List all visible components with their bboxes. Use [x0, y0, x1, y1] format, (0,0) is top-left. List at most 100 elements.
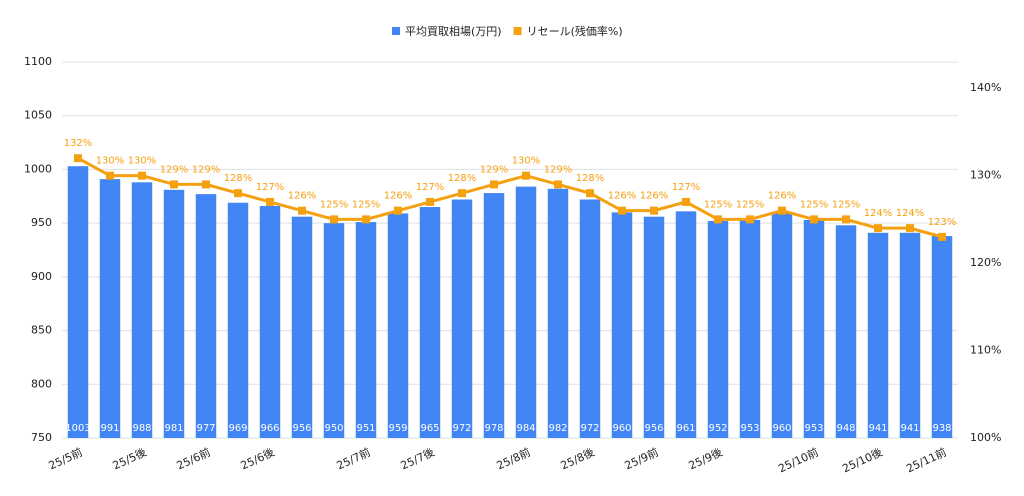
line-value-label: 126% — [608, 191, 637, 202]
bar — [451, 199, 473, 438]
bar — [163, 189, 185, 438]
line-value-label: 124% — [896, 208, 925, 219]
bar — [611, 212, 633, 438]
x-tick-label: 25/8前 — [494, 445, 532, 473]
line-marker — [874, 224, 882, 233]
bar — [899, 232, 921, 438]
y-tick-label: 1100 — [24, 55, 52, 68]
line-marker — [554, 180, 562, 189]
y-tick-label: 900 — [31, 270, 52, 283]
bar — [771, 212, 793, 438]
bar-value-label: 960 — [772, 423, 791, 434]
line-marker — [202, 180, 210, 189]
x-tick-label: 25/6前 — [174, 445, 212, 473]
x-tick-label: 25/11前 — [904, 445, 949, 476]
x-tick-label: 25/7後 — [398, 445, 436, 473]
bar-value-label: 941 — [868, 423, 887, 434]
bar — [131, 182, 153, 438]
line-marker — [426, 197, 434, 206]
line-value-label: 127% — [672, 182, 701, 193]
bar-value-label: 977 — [196, 423, 215, 434]
x-tick-label: 25/9前 — [622, 445, 660, 473]
line-marker — [394, 206, 402, 215]
line-marker — [778, 206, 786, 215]
bar — [227, 202, 249, 438]
line-value-label: 128% — [576, 173, 605, 184]
line-value-label: 132% — [64, 138, 93, 149]
y2-tick-label: 140% — [970, 81, 1001, 94]
y-tick-label: 1050 — [24, 109, 52, 122]
bar-value-label: 953 — [740, 423, 759, 434]
line-value-label: 130% — [96, 156, 125, 167]
line-value-label: 127% — [256, 182, 285, 193]
line-value-label: 125% — [800, 199, 829, 210]
legend-label: リセール(残価率%) — [527, 24, 623, 38]
bar — [515, 186, 537, 438]
y2-tick-label: 130% — [970, 169, 1001, 182]
line-value-label: 125% — [320, 199, 349, 210]
bar — [739, 219, 761, 438]
line-marker — [106, 171, 114, 180]
line-marker — [74, 154, 82, 163]
line-value-label: 129% — [544, 164, 573, 175]
line-value-label: 130% — [128, 156, 157, 167]
line-marker — [650, 206, 658, 215]
bar-value-label: 972 — [452, 423, 471, 434]
y-tick-label: 800 — [31, 377, 52, 390]
line-marker — [266, 197, 274, 206]
bar — [291, 216, 313, 438]
line-value-label: 128% — [448, 173, 477, 184]
bar-value-label: 956 — [292, 423, 311, 434]
line — [77, 156, 943, 239]
bar-value-label: 951 — [356, 423, 375, 434]
x-tick-label: 25/10前 — [776, 445, 821, 476]
x-tick-label: 25/5後 — [110, 445, 148, 473]
bar-value-label: 1003 — [65, 423, 90, 434]
line-marker — [362, 215, 370, 224]
bar-value-label: 972 — [580, 423, 599, 434]
line-value-label: 124% — [864, 208, 893, 219]
y-tick-label: 850 — [31, 324, 52, 337]
line-value-label: 129% — [160, 164, 189, 175]
y2-tick-label: 100% — [970, 431, 1001, 444]
bar-value-label: 941 — [900, 423, 919, 434]
line-value-label: 125% — [704, 199, 733, 210]
bar — [355, 222, 377, 438]
line-marker — [938, 232, 946, 241]
line-marker — [810, 215, 818, 224]
legend-label: 平均買取相場(万円) — [405, 25, 502, 38]
bar — [579, 199, 601, 438]
y-tick-label: 950 — [31, 216, 52, 229]
line-marker — [458, 189, 466, 198]
line-value-label: 126% — [768, 191, 797, 202]
bar-value-label: 948 — [836, 423, 855, 434]
bar-value-label: 961 — [676, 423, 695, 434]
bar-value-label: 938 — [932, 423, 951, 434]
x-tick-label: 25/5前 — [46, 445, 84, 473]
line-value-label: 127% — [416, 182, 445, 193]
bar-value-label: 952 — [708, 423, 727, 434]
line-value-label: 126% — [640, 191, 669, 202]
line-value-label: 130% — [512, 156, 541, 167]
x-tick-label: 25/6後 — [238, 445, 276, 473]
legend-swatch — [513, 27, 522, 35]
bar-value-label: 966 — [260, 423, 279, 434]
x-tick-label: 25/9後 — [686, 445, 724, 473]
x-tick-label: 25/10後 — [840, 445, 885, 476]
bar — [931, 236, 953, 438]
bar — [675, 211, 697, 438]
bar-value-label: 953 — [804, 423, 823, 434]
line-value-label: 129% — [480, 164, 509, 175]
bar — [707, 220, 729, 438]
bar — [643, 216, 665, 438]
bar — [67, 166, 89, 438]
bar-value-label: 950 — [324, 423, 343, 434]
bar — [323, 223, 345, 438]
line-value-label: 129% — [192, 164, 221, 175]
legend-swatch — [392, 27, 400, 35]
bar-value-label: 981 — [164, 423, 183, 434]
line-value-label: 126% — [384, 191, 413, 202]
bar-value-label: 984 — [516, 423, 535, 434]
